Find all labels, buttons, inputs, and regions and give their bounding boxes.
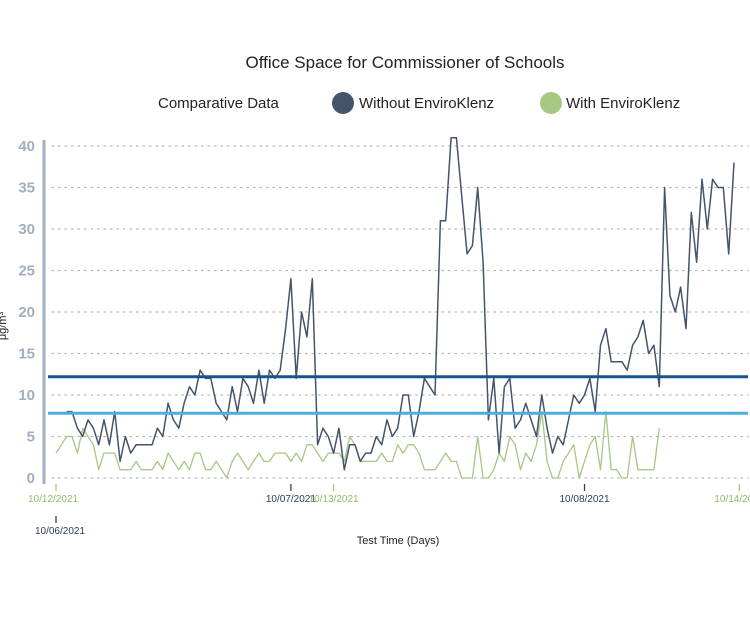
x-tick-label: 10/08/2021: [559, 494, 609, 505]
series-line-without: [67, 138, 734, 470]
y-tick-label: 25: [18, 263, 35, 280]
y-tick-label: 20: [18, 304, 35, 321]
x-tick-label: 10/13/2021: [309, 494, 359, 505]
y-axis-ticks: 0 5 10 15 20 25 30 35 40: [18, 138, 35, 487]
x-tick-label: 10/12/2021: [28, 494, 78, 505]
legend-marker-with: [540, 92, 562, 114]
y-tick-label: 40: [18, 138, 35, 155]
grid: [52, 146, 748, 478]
legend-label-with: With EnviroKlenz: [566, 95, 680, 112]
x-axis-title: Test Time (Days): [357, 535, 440, 547]
y-tick-label: 0: [27, 470, 35, 487]
y-tick-label: 10: [18, 387, 35, 404]
legend-marker-without: [332, 92, 354, 114]
legend-heading: Comparative Data: [158, 95, 280, 112]
y-tick-label: 15: [18, 346, 35, 363]
y-tick-label: 30: [18, 221, 35, 238]
legend-label-without: Without EnviroKlenz: [359, 95, 494, 112]
y-axis-title: μg/m³: [0, 311, 9, 340]
y-tick-label: 35: [18, 180, 35, 197]
y-tick-label: 5: [27, 429, 35, 446]
x-tick-label: 10/06/2021: [35, 526, 85, 537]
legend: Comparative Data Without EnviroKlenz Wit…: [158, 92, 680, 114]
chart-title: Office Space for Commissioner of Schools: [245, 53, 564, 72]
x-tick-label: 10/14/2021: [714, 494, 750, 505]
x-axis-labels: 10/12/202110/06/202110/07/202110/13/2021…: [28, 484, 750, 537]
series-lines: [56, 138, 734, 478]
